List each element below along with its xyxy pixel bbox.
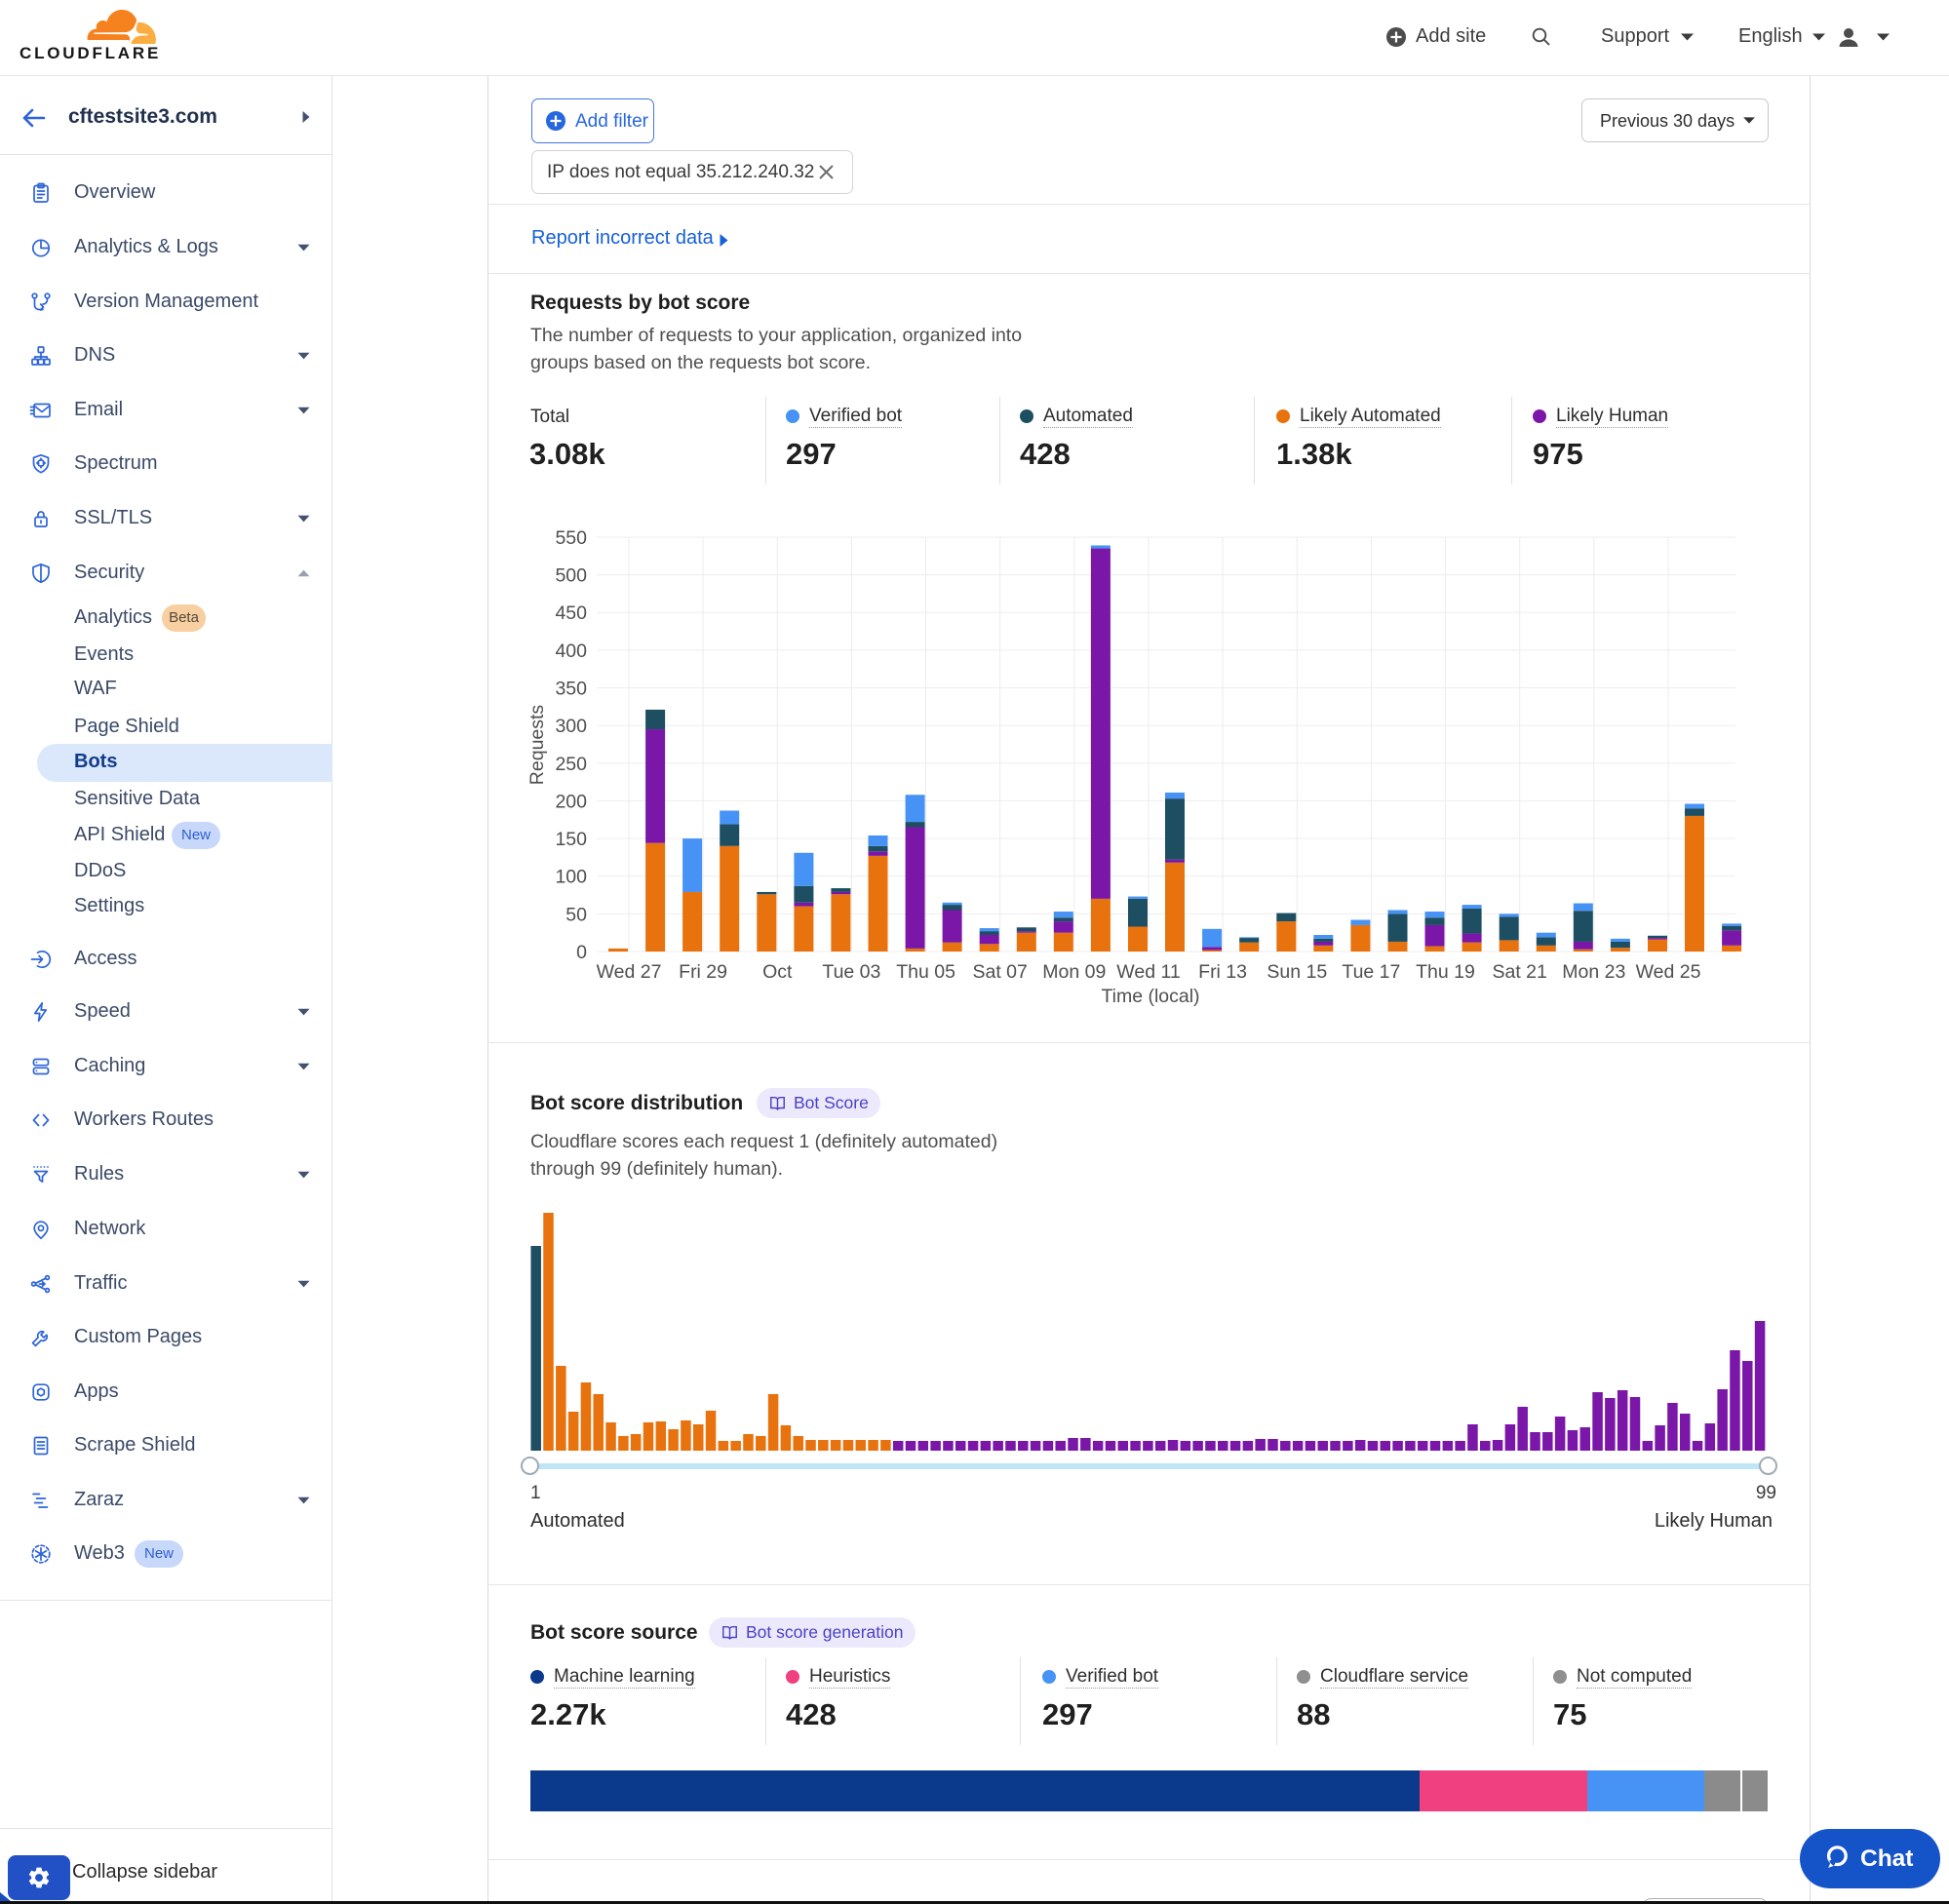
svg-text:300: 300 bbox=[555, 716, 587, 737]
svg-text:450: 450 bbox=[555, 602, 587, 624]
svg-text:500: 500 bbox=[555, 565, 587, 587]
svg-text:200: 200 bbox=[555, 791, 587, 812]
svg-text:100: 100 bbox=[555, 867, 587, 888]
svg-text:Thu 05: Thu 05 bbox=[896, 961, 955, 983]
svg-text:Oct: Oct bbox=[762, 961, 793, 983]
svg-text:Time (local): Time (local) bbox=[1101, 986, 1199, 1007]
svg-text:0: 0 bbox=[576, 942, 587, 963]
svg-text:Tue 03: Tue 03 bbox=[822, 961, 880, 983]
svg-text:Fri 29: Fri 29 bbox=[679, 961, 727, 983]
svg-text:400: 400 bbox=[555, 641, 587, 662]
svg-text:550: 550 bbox=[555, 527, 587, 549]
svg-text:Wed 25: Wed 25 bbox=[1636, 961, 1701, 983]
svg-text:Sat 07: Sat 07 bbox=[973, 961, 1028, 983]
svg-text:Wed 11: Wed 11 bbox=[1116, 961, 1180, 983]
svg-text:Mon 09: Mon 09 bbox=[1042, 961, 1106, 983]
svg-text:Tue 17: Tue 17 bbox=[1342, 961, 1400, 983]
svg-text:Sat 21: Sat 21 bbox=[1493, 961, 1547, 983]
svg-text:350: 350 bbox=[555, 679, 587, 700]
svg-text:150: 150 bbox=[555, 829, 587, 850]
svg-text:Fri 13: Fri 13 bbox=[1198, 961, 1247, 983]
svg-text:Thu 19: Thu 19 bbox=[1416, 961, 1475, 983]
svg-text:Wed 27: Wed 27 bbox=[597, 961, 662, 983]
svg-text:Sun 15: Sun 15 bbox=[1267, 961, 1327, 983]
svg-text:Mon 23: Mon 23 bbox=[1562, 961, 1625, 983]
svg-text:250: 250 bbox=[555, 754, 587, 775]
svg-text:Requests: Requests bbox=[526, 705, 548, 786]
svg-text:50: 50 bbox=[565, 904, 587, 925]
